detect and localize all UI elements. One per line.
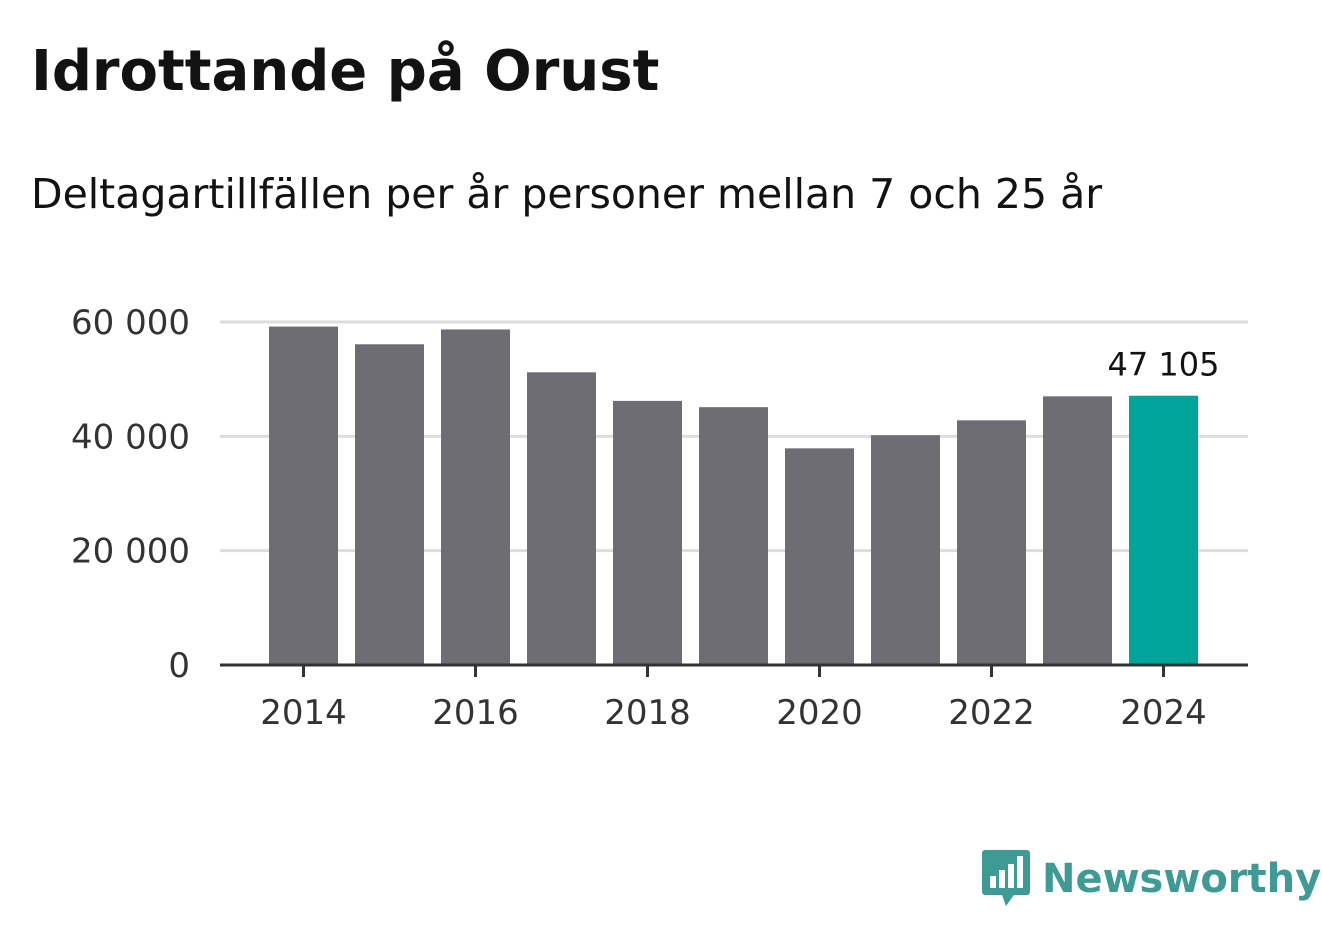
x-tick-label: 2024 — [1120, 693, 1207, 733]
bar — [871, 435, 940, 665]
label-layer: 0 20 000 40 000 60 000 47 105 2014 2016 2018 202… — [71, 303, 1219, 733]
bar — [1043, 396, 1112, 665]
y-tick-label: 60 000 — [71, 303, 190, 343]
y-tick-label: 0 — [168, 646, 190, 686]
bar-highlight — [1129, 395, 1198, 665]
brand-logo: Newsworthy — [982, 850, 1321, 908]
x-tick-label: 2018 — [604, 693, 691, 733]
newsworthy-logo-icon — [982, 850, 1030, 906]
bar — [527, 372, 596, 665]
bar-value-label: 47 105 — [1108, 346, 1220, 384]
bar — [355, 344, 424, 665]
chart-subtitle: Deltagartillfällen per år personer mella… — [31, 170, 1103, 218]
chart-title: Idrottande på Orust — [31, 39, 660, 104]
axis-layer — [220, 663, 1248, 677]
bar — [785, 448, 854, 665]
bar — [269, 326, 338, 665]
bar-layer — [269, 326, 1198, 665]
brand-name: Newsworthy — [1042, 856, 1322, 902]
x-tick-label: 2022 — [948, 693, 1035, 733]
x-tick-label: 2020 — [776, 693, 863, 733]
bar — [613, 400, 682, 665]
x-tick-label: 2016 — [432, 693, 519, 733]
bar — [699, 407, 768, 665]
y-tick-label: 40 000 — [71, 417, 190, 457]
bar — [957, 420, 1026, 665]
x-tick-label: 2014 — [260, 693, 347, 733]
y-tick-label: 20 000 — [71, 532, 190, 572]
bar — [441, 329, 510, 665]
